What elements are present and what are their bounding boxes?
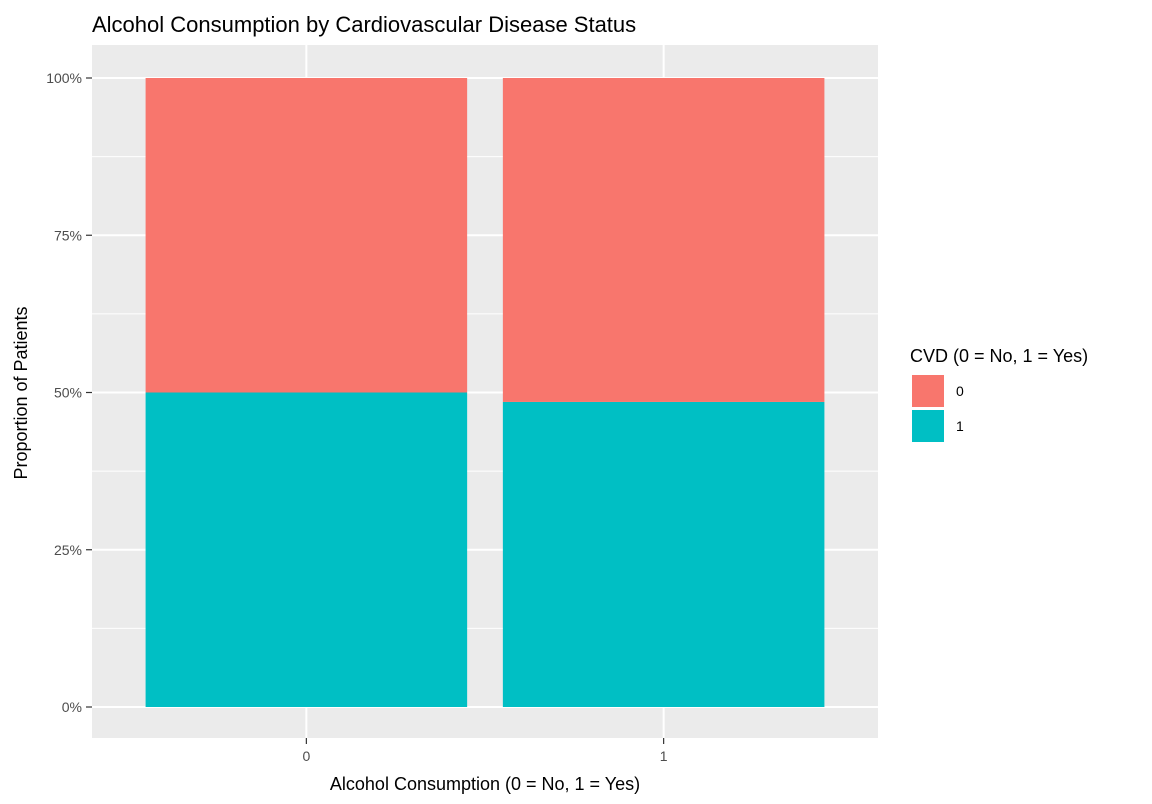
x-tick-label: 1 — [660, 748, 668, 764]
bar-segment-cat-0-cvd-1 — [145, 392, 468, 707]
y-tick-label: 0% — [62, 699, 82, 715]
y-tick-label: 100% — [46, 70, 82, 86]
legend-label-0: 0 — [956, 383, 964, 399]
bar-segment-cat-1-cvd-0 — [502, 78, 825, 402]
bar-segment-cat-0-cvd-0 — [145, 78, 468, 393]
legend-swatch-0 — [912, 375, 944, 407]
x-tick-label: 0 — [302, 748, 310, 764]
x-axis-title: Alcohol Consumption (0 = No, 1 = Yes) — [330, 774, 640, 794]
y-tick-label: 75% — [54, 227, 82, 243]
legend-swatch-1 — [912, 410, 944, 442]
y-tick-label: 25% — [54, 542, 82, 558]
chart-title: Alcohol Consumption by Cardiovascular Di… — [92, 12, 636, 37]
bar-segment-cat-1-cvd-1 — [502, 401, 825, 707]
bars — [145, 78, 825, 707]
y-tick-label: 50% — [54, 385, 82, 401]
legend-label-1: 1 — [956, 418, 964, 434]
legend-title: CVD (0 = No, 1 = Yes) — [910, 346, 1088, 366]
legend-entries: 01 — [912, 375, 964, 442]
legend: CVD (0 = No, 1 = Yes) 01 — [910, 346, 1088, 442]
axes: 0% 25% 50% 75% 100% 0 1 — [46, 70, 668, 764]
y-axis-title: Proportion of Patients — [11, 306, 31, 479]
